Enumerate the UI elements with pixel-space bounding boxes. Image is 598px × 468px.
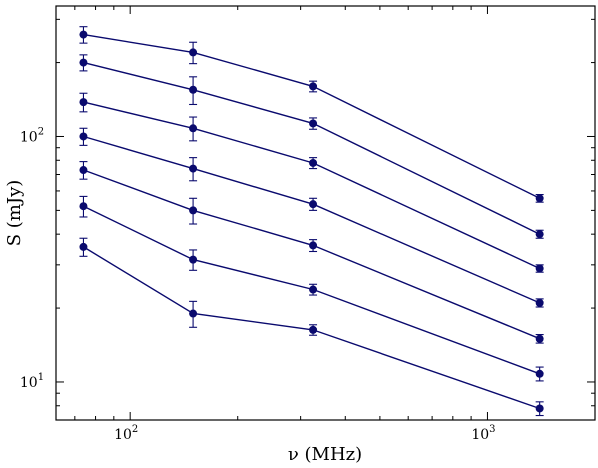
data-point [79,58,88,67]
series-line [83,246,540,410]
data-point [309,82,318,91]
series-group [79,26,544,417]
series-4 [79,127,544,308]
data-point [79,98,88,107]
series-line [83,33,541,199]
minor-ticks [56,6,595,420]
series-line [83,135,540,304]
y-axis-label: S (mJy) [4,180,25,247]
data-point [309,200,318,209]
data-point [189,48,198,57]
major-ticks [56,6,595,420]
data-point [79,202,88,211]
y-tick-label: 102 [20,126,44,145]
data-point [189,206,198,215]
data-point [535,298,544,307]
data-point [309,285,318,294]
data-point [535,264,544,273]
data-point [189,164,198,173]
y-tick-label: 101 [20,372,44,391]
data-point [79,242,88,251]
series-2 [79,54,544,239]
data-point [309,158,318,167]
tick-labels: 102 103 101 102 [20,126,496,443]
data-point [79,30,88,39]
series-line [83,169,540,340]
data-point [189,255,198,264]
x-tick-label: 102 [114,424,138,443]
data-point [309,119,318,128]
series-line [83,101,540,270]
data-point [535,230,544,239]
data-point [535,194,544,203]
series-3 [79,92,544,273]
data-point [189,124,198,133]
data-point [189,85,198,94]
data-point [309,241,318,250]
data-point [535,404,544,413]
data-point [535,334,544,343]
series-line [83,61,541,235]
data-point [535,369,544,378]
data-point [79,166,88,175]
x-axis-label: ν (MHz) [288,444,362,465]
series-6 [79,195,544,382]
series-line [83,205,540,375]
series-7 [79,237,544,417]
data-point [309,325,318,334]
x-tick-label: 103 [471,424,495,443]
data-point [189,309,198,318]
series-1 [79,26,544,203]
data-point [79,132,88,141]
series-5 [79,161,544,344]
plot-frame [55,5,596,421]
